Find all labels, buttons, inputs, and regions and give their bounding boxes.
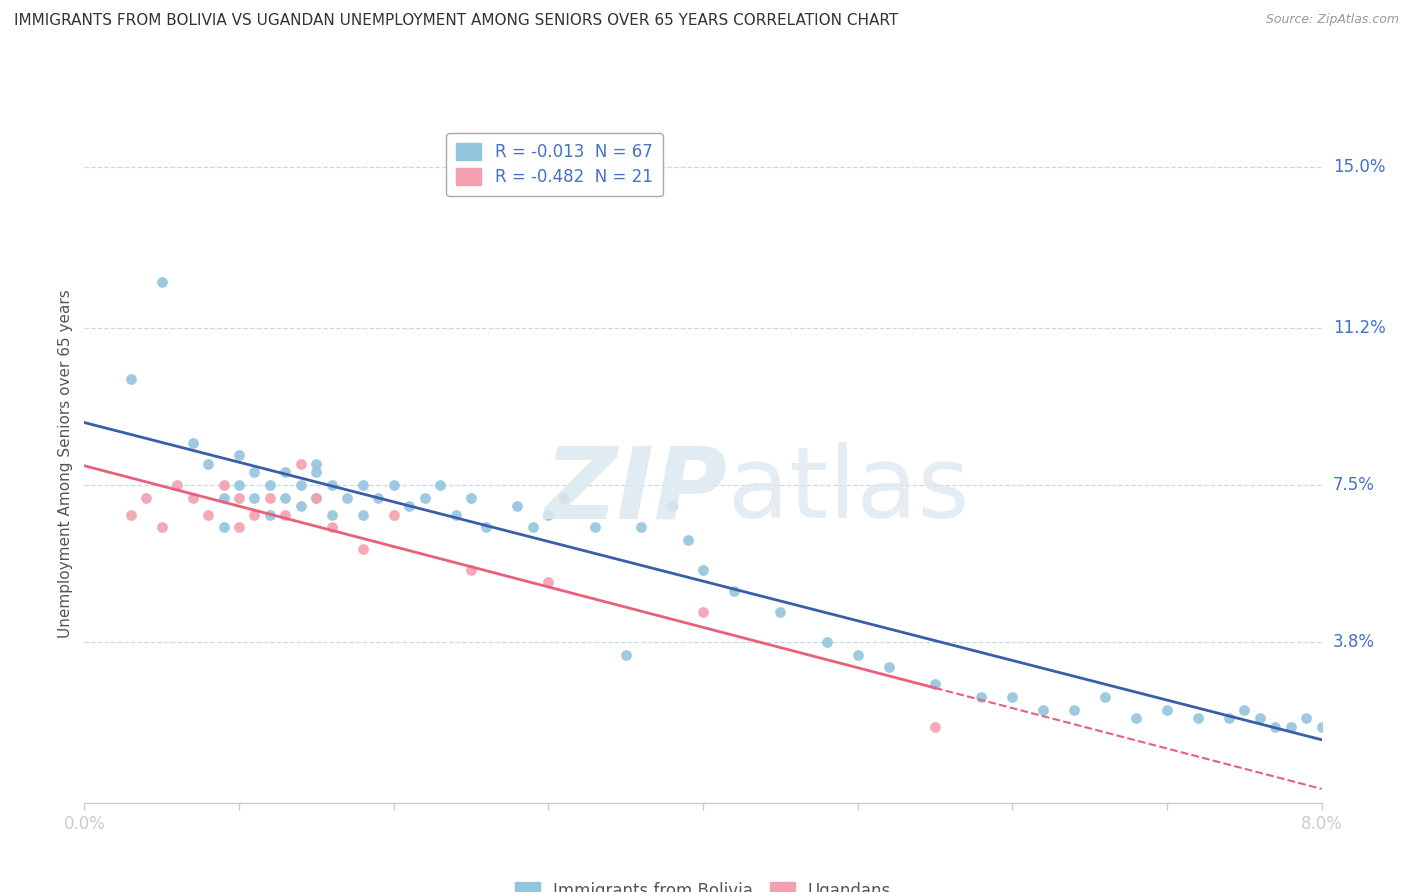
Point <box>120 508 142 522</box>
Point <box>1326 703 1348 717</box>
Point <box>630 520 652 534</box>
Point <box>1125 711 1147 725</box>
Legend: Immigrants from Bolivia, Ugandans: Immigrants from Bolivia, Ugandans <box>505 872 901 892</box>
Point <box>259 491 281 505</box>
Point <box>228 448 250 462</box>
Point <box>228 520 250 534</box>
Point <box>181 491 204 505</box>
Point <box>553 491 575 505</box>
Point <box>769 605 792 619</box>
Point <box>877 660 900 674</box>
Point <box>274 491 297 505</box>
Point <box>290 457 312 471</box>
Point <box>1310 719 1333 733</box>
Point <box>1032 703 1054 717</box>
Point <box>150 520 173 534</box>
Point <box>1218 711 1240 725</box>
Point <box>321 520 343 534</box>
Point <box>475 520 498 534</box>
Point <box>336 491 359 505</box>
Text: ZIP: ZIP <box>544 442 728 540</box>
Point <box>522 520 544 534</box>
Point <box>661 500 683 514</box>
Point <box>212 520 235 534</box>
Point <box>398 500 420 514</box>
Point <box>1357 711 1379 725</box>
Point <box>429 478 451 492</box>
Point <box>382 478 405 492</box>
Point <box>181 435 204 450</box>
Point <box>259 478 281 492</box>
Point <box>537 575 560 590</box>
Text: 11.2%: 11.2% <box>1333 319 1385 337</box>
Point <box>506 500 529 514</box>
Point <box>460 563 482 577</box>
Point <box>259 508 281 522</box>
Point <box>924 719 946 733</box>
Point <box>846 648 869 662</box>
Point <box>228 491 250 505</box>
Point <box>243 491 266 505</box>
Point <box>1063 703 1085 717</box>
Point <box>352 508 374 522</box>
Text: atlas: atlas <box>728 442 969 540</box>
Point <box>321 478 343 492</box>
Point <box>274 466 297 480</box>
Point <box>1233 703 1256 717</box>
Point <box>815 635 838 649</box>
Point <box>1156 703 1178 717</box>
Point <box>305 491 328 505</box>
Point <box>305 466 328 480</box>
Text: 15.0%: 15.0% <box>1333 158 1385 177</box>
Point <box>352 478 374 492</box>
Point <box>460 491 482 505</box>
Point <box>212 491 235 505</box>
Y-axis label: Unemployment Among Seniors over 65 years: Unemployment Among Seniors over 65 years <box>58 290 73 638</box>
Point <box>1279 719 1302 733</box>
Point <box>197 508 219 522</box>
Point <box>290 478 312 492</box>
Text: 3.8%: 3.8% <box>1333 632 1375 651</box>
Point <box>166 478 188 492</box>
Point <box>1264 719 1286 733</box>
Point <box>228 478 250 492</box>
Point <box>1187 711 1209 725</box>
Point <box>614 648 637 662</box>
Point <box>120 372 142 386</box>
Point <box>924 677 946 691</box>
Point <box>197 457 219 471</box>
Point <box>243 508 266 522</box>
Point <box>692 563 714 577</box>
Point <box>413 491 436 505</box>
Point <box>382 508 405 522</box>
Point <box>1388 703 1406 717</box>
Point <box>1295 711 1317 725</box>
Point <box>970 690 993 704</box>
Point <box>1341 719 1364 733</box>
Point <box>352 541 374 556</box>
Text: IMMIGRANTS FROM BOLIVIA VS UGANDAN UNEMPLOYMENT AMONG SENIORS OVER 65 YEARS CORR: IMMIGRANTS FROM BOLIVIA VS UGANDAN UNEMP… <box>14 13 898 29</box>
Point <box>290 500 312 514</box>
Point <box>444 508 467 522</box>
Point <box>274 508 297 522</box>
Text: Source: ZipAtlas.com: Source: ZipAtlas.com <box>1265 13 1399 27</box>
Point <box>1001 690 1024 704</box>
Point <box>1249 711 1271 725</box>
Point <box>243 466 266 480</box>
Point <box>135 491 157 505</box>
Point <box>367 491 389 505</box>
Point <box>212 478 235 492</box>
Point <box>676 533 699 547</box>
Point <box>150 275 173 289</box>
Text: 7.5%: 7.5% <box>1333 476 1375 494</box>
Point <box>692 605 714 619</box>
Point <box>583 520 606 534</box>
Point <box>723 583 745 598</box>
Point <box>537 508 560 522</box>
Point <box>1094 690 1116 704</box>
Point <box>305 457 328 471</box>
Point <box>305 491 328 505</box>
Point <box>321 508 343 522</box>
